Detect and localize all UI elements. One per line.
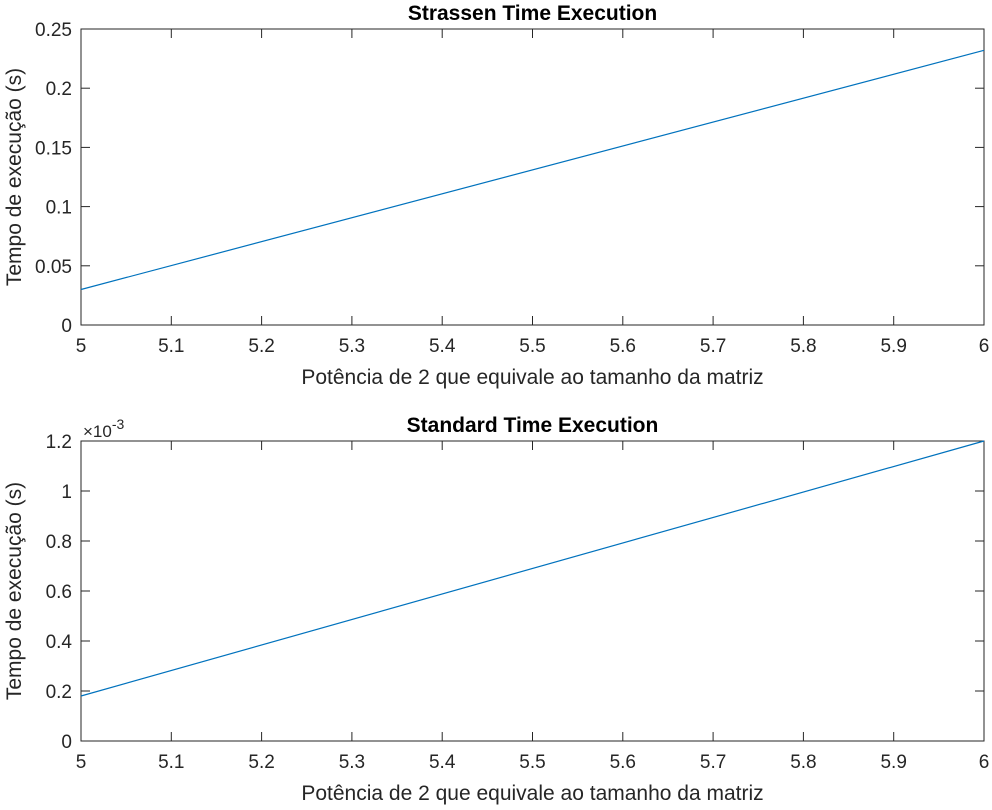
- y-tick-label: 0.25: [35, 20, 72, 41]
- y-tick-label: 0.8: [46, 532, 72, 553]
- y-exponent-label: ×10-3: [83, 416, 125, 441]
- y-tick-label: 0: [61, 732, 72, 753]
- y-exponent-base: ×10: [83, 422, 112, 441]
- x-tick-label: 5.8: [790, 752, 816, 773]
- x-tick-label: 5: [76, 752, 87, 773]
- series-line-0: [80, 440, 985, 697]
- chart-title: Standard Time Execution: [407, 414, 659, 437]
- standard-subplot: 5 5.1 5.2 5.3 5.4 5.5 5.6 5.7 5.8 5.9 6 0 0.2 0.4 0.6 0…: [3, 414, 989, 805]
- chart-title: Strassen Time Execution: [408, 2, 657, 25]
- x-tick-label: 5.9: [880, 752, 906, 773]
- plot-area: [80, 28, 985, 326]
- x-tick-label: 5.5: [519, 752, 545, 773]
- strassen-subplot: 5 5.1 5.2 5.3 5.4 5.5 5.6 5.7 5.8 5.9 6 0 0.05 0.1 0.1…: [3, 2, 989, 389]
- x-tick-label: 5.3: [339, 752, 365, 773]
- x-tick-label: 5: [76, 336, 87, 357]
- x-axis-label: Potência de 2 que equivale ao tamanho da…: [301, 366, 763, 389]
- y-tick-label: 0: [61, 316, 72, 337]
- series-line-0: [80, 49, 985, 291]
- x-tick-label: 5.8: [790, 336, 816, 357]
- x-tick-label: 5.4: [429, 336, 456, 357]
- y-tick-label: 0.2: [46, 682, 72, 703]
- x-tick-label: 5.2: [248, 752, 274, 773]
- y-tick-label: 1.2: [46, 432, 72, 453]
- y-axis-label: Tempo de execução (s): [3, 68, 26, 286]
- x-tick-label: 5.4: [429, 752, 456, 773]
- y-tick-label: 0.1: [46, 198, 72, 219]
- y-tick-label: 1: [61, 482, 72, 503]
- x-tick-label: 5.7: [700, 336, 726, 357]
- y-exponent-power: -3: [112, 416, 125, 432]
- x-tick-label: 5.3: [339, 336, 365, 357]
- x-tick-label: 5.1: [158, 752, 184, 773]
- x-tick-label: 5.1: [158, 336, 184, 357]
- y-axis-label: Tempo de execução (s): [3, 482, 26, 700]
- y-tick-label: 0.4: [46, 632, 73, 653]
- x-tick-label: 5.5: [519, 336, 545, 357]
- y-tick-label: 0.05: [35, 257, 72, 278]
- y-tick-label: 0.15: [35, 138, 72, 159]
- x-tick-label: 6: [979, 752, 990, 773]
- x-tick-label: 5.7: [700, 752, 726, 773]
- x-tick-label: 5.6: [610, 336, 636, 357]
- x-tick-label: 5.9: [880, 336, 906, 357]
- y-tick-label: 0.6: [46, 582, 72, 603]
- x-tick-label: 5.2: [248, 336, 274, 357]
- plot-area: [80, 440, 985, 742]
- x-axis-label: Potência de 2 que equivale ao tamanho da…: [301, 782, 763, 805]
- y-tick-label: 0.2: [46, 79, 72, 100]
- x-tick-label: 6: [979, 336, 990, 357]
- x-tick-label: 5.6: [610, 752, 636, 773]
